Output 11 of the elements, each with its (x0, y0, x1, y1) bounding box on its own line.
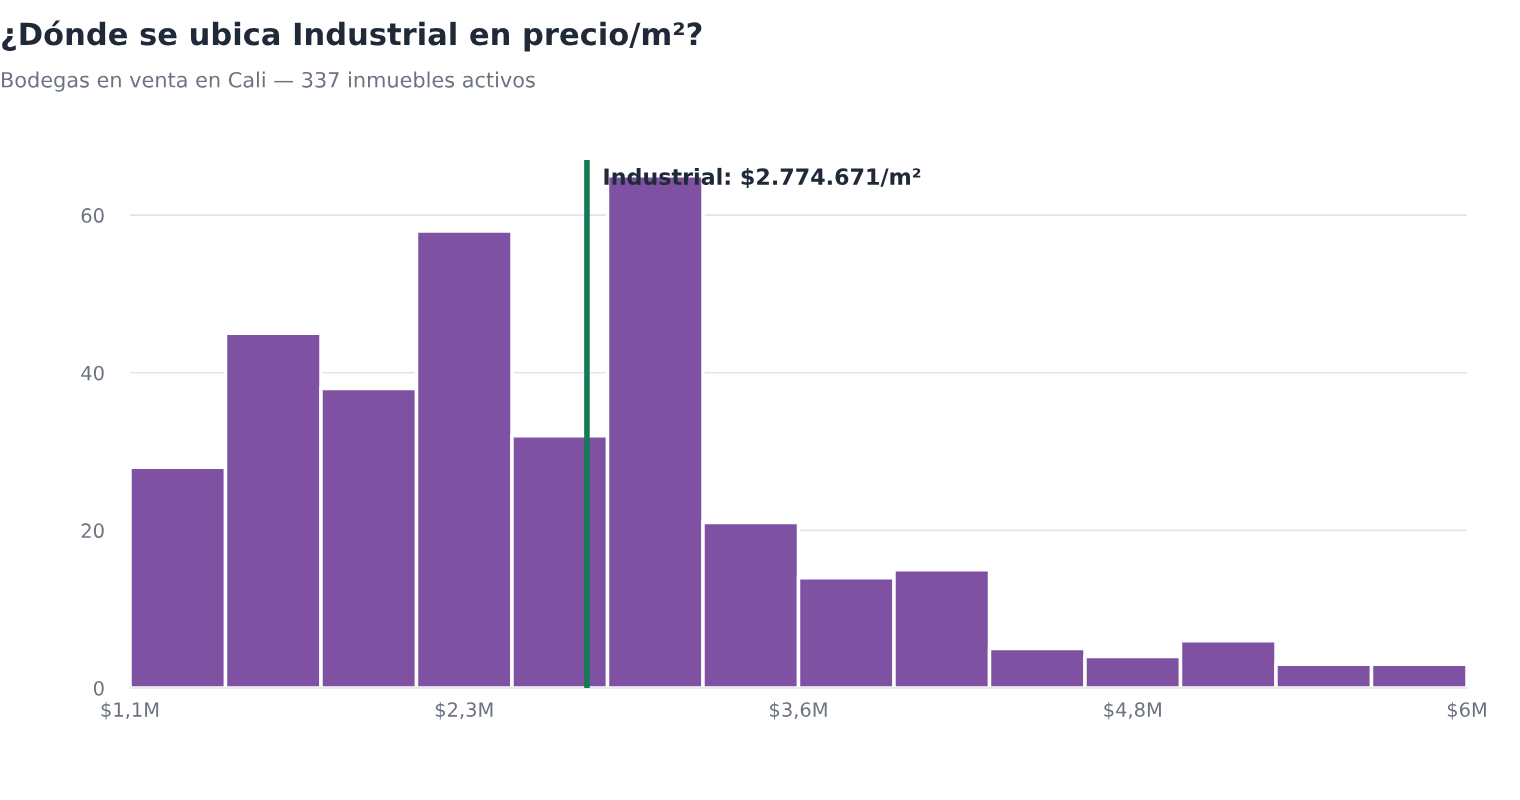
x-tick-label: $3,6M (770, 701, 827, 720)
chart-title: ¿Dónde se ubica Industrial en precio/m²? (2, 20, 702, 52)
x-tick-label: $4,8M (1104, 701, 1161, 720)
x-tick-label: $2,3M (435, 701, 493, 720)
y-tick-label: 0 (93, 680, 104, 696)
chart-subtitle: Bodegas en venta en Cali — 337 inmuebles activos (2, 71, 535, 92)
x-tick-label: $6M (1447, 701, 1486, 720)
y-tick-label: 40 (81, 365, 104, 381)
y-tick-label: 20 (81, 523, 104, 539)
y-tick-label: 60 (81, 208, 104, 223)
x-tick-label: $1,1M (101, 701, 159, 720)
